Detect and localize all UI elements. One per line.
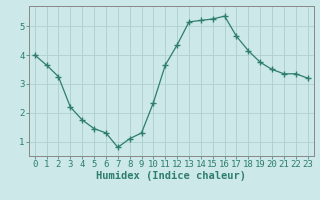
X-axis label: Humidex (Indice chaleur): Humidex (Indice chaleur) — [96, 171, 246, 181]
